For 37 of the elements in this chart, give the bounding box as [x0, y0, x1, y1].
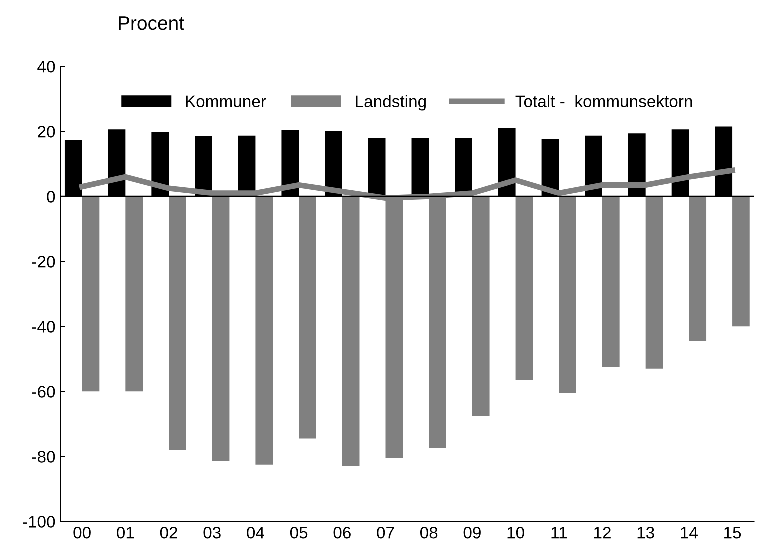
x-tick-label: 10 — [508, 527, 524, 539]
y-tick-label: -80 — [32, 451, 56, 463]
y-tick-label: -60 — [32, 386, 56, 398]
bar — [299, 196, 316, 439]
legend-label: Kommuner — [186, 96, 266, 108]
y-tick-label: -40 — [32, 321, 56, 333]
x-tick-label: 03 — [204, 527, 221, 539]
bar — [516, 196, 534, 380]
x-tick-label: 15 — [724, 527, 742, 539]
y-tick-label: 40 — [38, 61, 56, 73]
x-tick-label: 06 — [334, 527, 351, 539]
x-tick-label: 07 — [377, 527, 394, 539]
x-tick-label: 04 — [247, 527, 264, 539]
x-tick-label: 11 — [552, 527, 567, 539]
x-tick-label: 09 — [464, 527, 481, 539]
legend-label: Totalt - kommunsektorn — [516, 95, 692, 108]
bar — [82, 196, 100, 392]
x-tick-label: 14 — [681, 527, 698, 539]
y-tick-label: -20 — [32, 256, 56, 268]
y-axis-title: Procent — [119, 16, 184, 30]
x-tick-label: 08 — [420, 527, 438, 539]
x-tick-label: 12 — [594, 527, 611, 539]
bar — [126, 196, 143, 392]
bar — [732, 196, 750, 327]
y-tick-label: -100 — [23, 516, 56, 528]
x-tick-label: 05 — [290, 527, 308, 539]
legend-label: Landsting — [356, 95, 426, 111]
bar — [689, 196, 707, 342]
y-tick-label: 0 — [47, 191, 56, 203]
bar — [602, 196, 620, 368]
x-tick-label: 00 — [74, 527, 91, 539]
x-tick-label: 02 — [160, 527, 178, 539]
bar — [646, 196, 664, 369]
bar — [169, 196, 186, 450]
y-tick-label: 20 — [38, 126, 56, 138]
x-tick-label: 13 — [638, 527, 654, 539]
x-tick-label: 01 — [117, 527, 134, 539]
